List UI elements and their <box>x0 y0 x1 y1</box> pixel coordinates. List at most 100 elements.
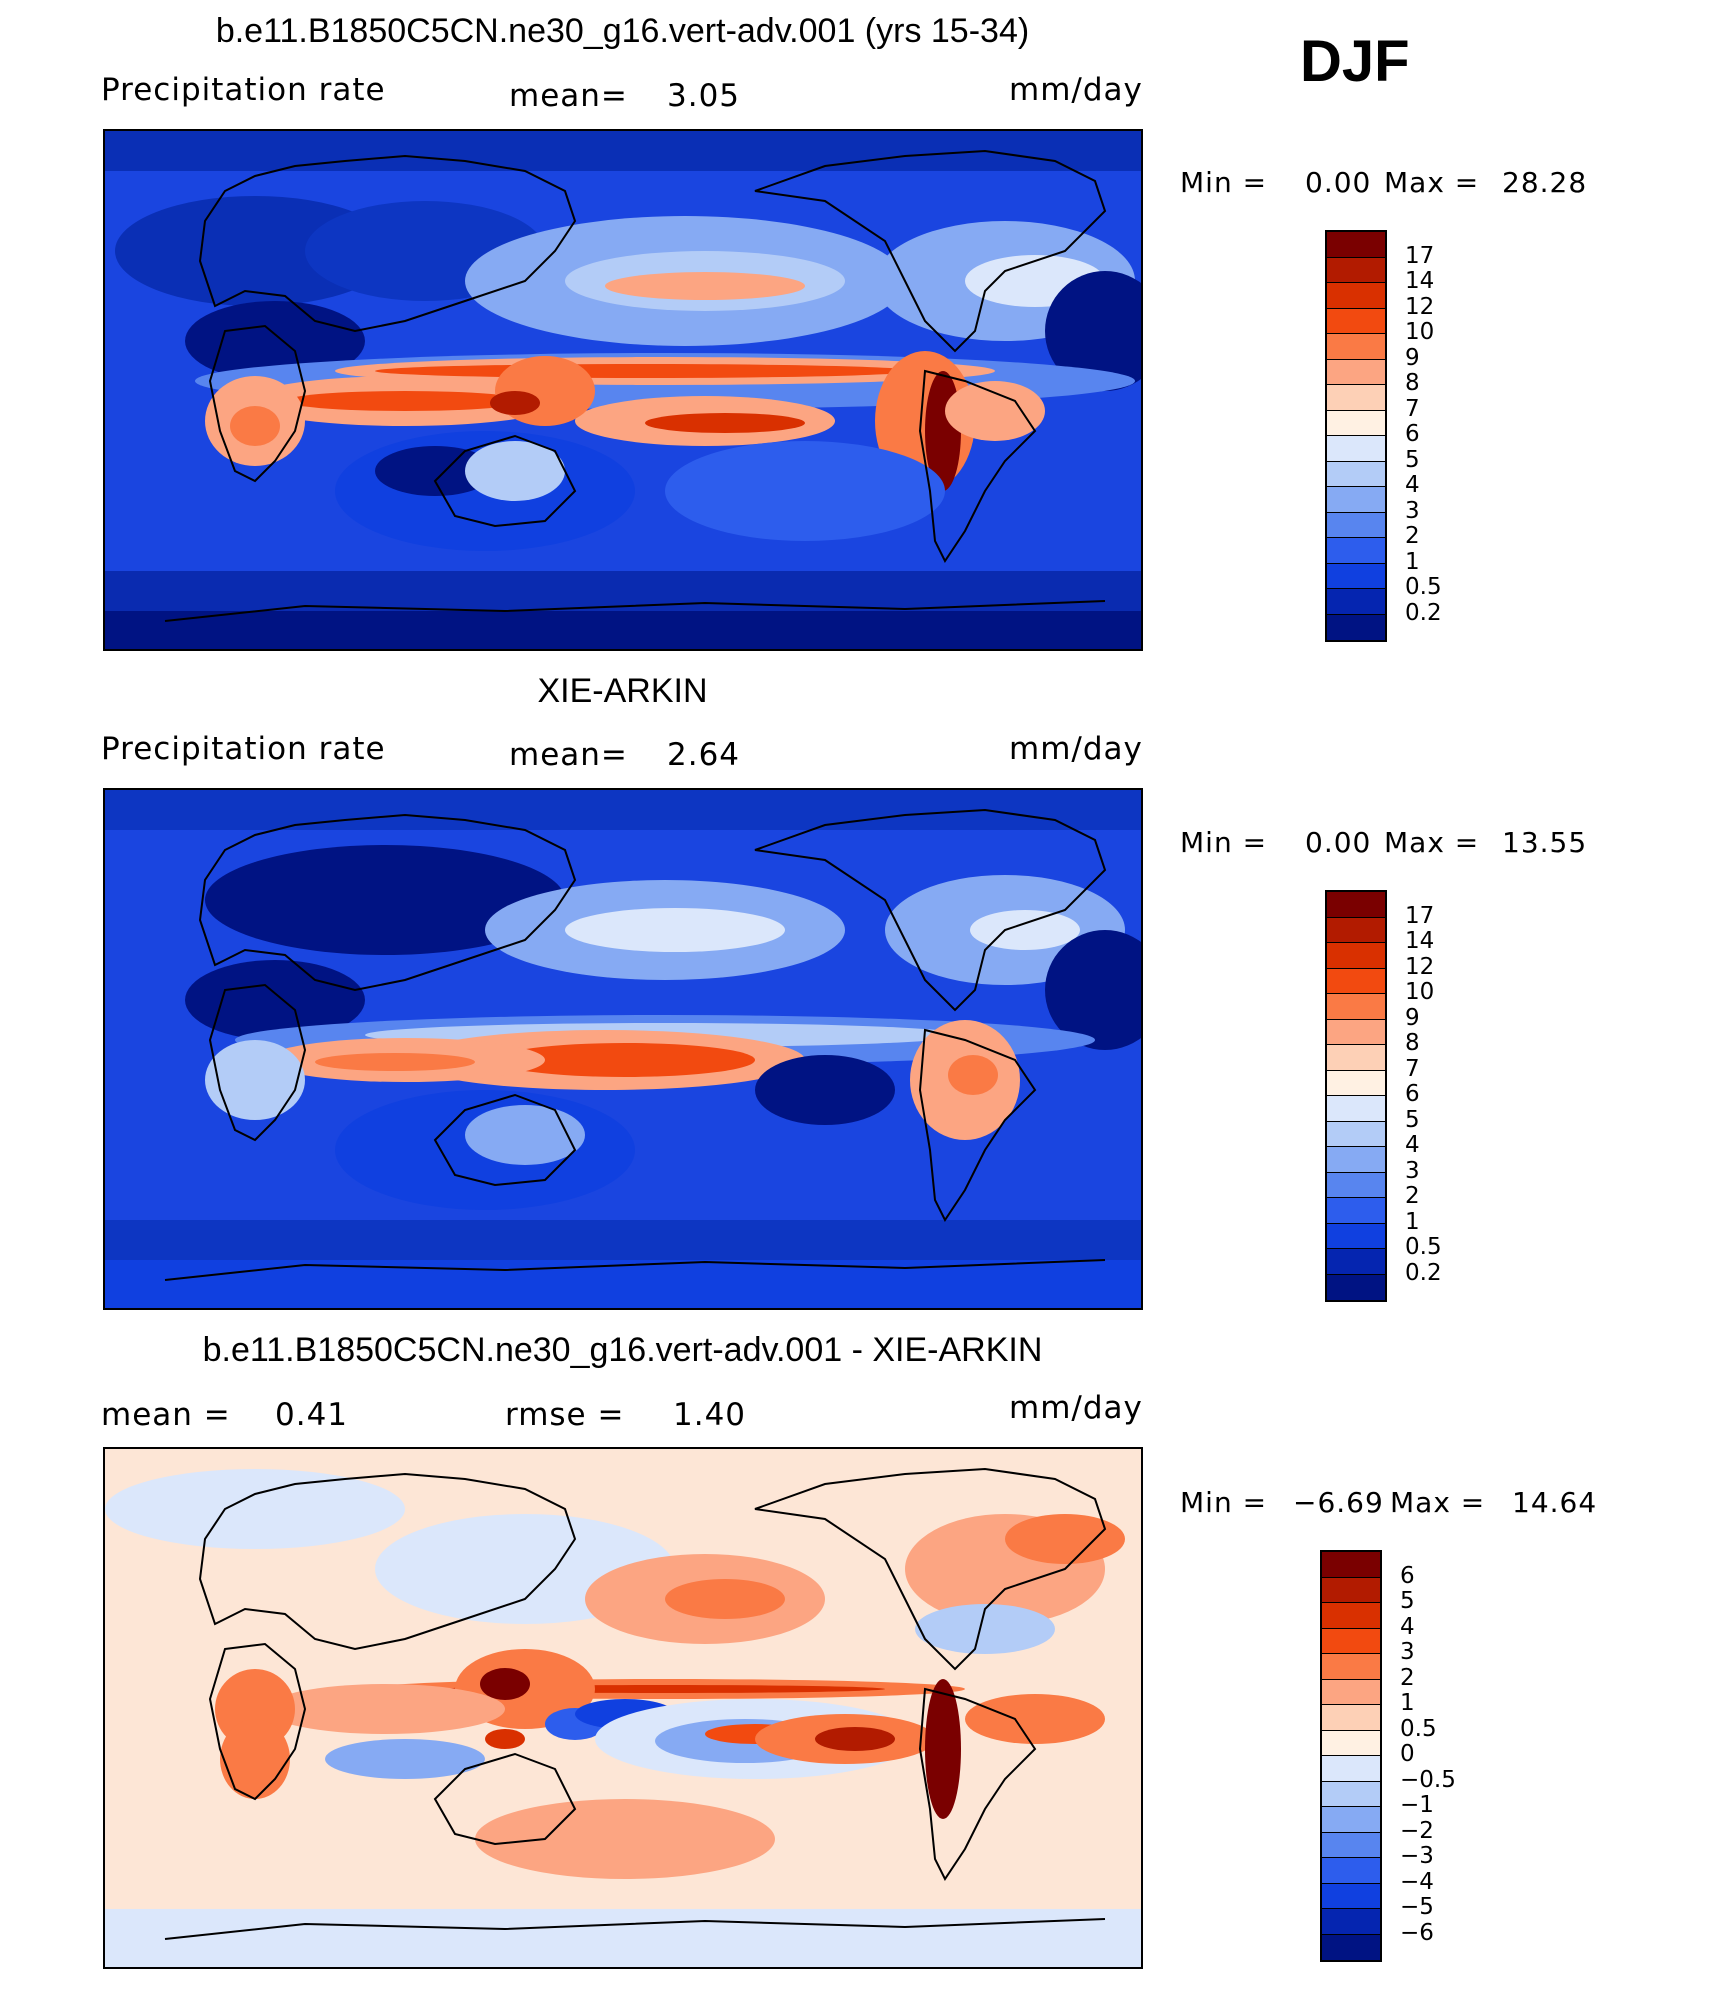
panel-1-colorbar-swatch <box>1327 308 1385 334</box>
panel-3-colorbar-swatch <box>1322 1807 1380 1833</box>
panel-1-colorbar-swatch <box>1327 410 1385 436</box>
panel-3-colorbar-swatch <box>1322 1577 1380 1603</box>
panel-3-colorbar-tick-label: −2 <box>1400 1817 1434 1844</box>
panel-2-colorbar-tick-label: 7 <box>1405 1055 1420 1082</box>
panel-3-colorbar-swatch <box>1322 1934 1380 1960</box>
panel-1-colorbar-swatch <box>1327 385 1385 411</box>
panel-1-colorbar-swatch <box>1327 614 1385 640</box>
panel-2-colorbar-tick-label: 9 <box>1405 1004 1420 1031</box>
panel-1-colorbar-swatch <box>1327 461 1385 487</box>
panel-2-min-label: Min = <box>1180 826 1268 859</box>
panel-2-colorbar-tick-label: 0.5 <box>1405 1234 1442 1260</box>
panel-2-colorbar-swatch <box>1327 943 1385 969</box>
panel-1-colorbar-tick-label: 1 <box>1405 548 1420 575</box>
panel-2-colorbar-tick-label: 3 <box>1405 1157 1420 1184</box>
panel-3-colorbar-tick-label: 3 <box>1400 1639 1415 1665</box>
panel-3-map <box>103 1447 1143 1969</box>
panel-3-min-label: Min = <box>1180 1486 1268 1519</box>
panel-1-title: b.e11.B1850C5CN.ne30_g16.vert-adv.001 (y… <box>215 12 1030 50</box>
panel-2-colorbar-labels: 17 14 12 10 9 8 7 6 5 4 3 2 1 0.5 0.2 <box>1405 890 1485 1302</box>
panel-2-colorbar-tick-label: 17 <box>1405 902 1435 929</box>
panel-3-colorbar-swatch <box>1322 1756 1380 1782</box>
panel-3-colorbar-tick-label: 6 <box>1400 1562 1415 1589</box>
panel-2-mean-label: mean= <box>509 737 628 773</box>
panel-2-colorbar-tick-label: 12 <box>1405 953 1435 980</box>
panel-3-colorbar-tick-label: −5 <box>1400 1894 1434 1920</box>
panel-3-rmse-value: 1.40 <box>673 1397 747 1433</box>
panel-1-colorbar-tick-label: 0.5 <box>1405 574 1442 600</box>
panel-1-colorbar-tick-label: 9 <box>1405 344 1420 371</box>
panel-1-colorbar-swatch <box>1327 334 1385 360</box>
panel-3-min-value: −6.69 <box>1293 1486 1384 1519</box>
panel-1-colorbar-swatch <box>1327 538 1385 564</box>
panel-1-colorbar-swatch <box>1327 232 1385 258</box>
panel-1-colorbar-tick-label: 10 <box>1405 319 1435 345</box>
panel-1-variable-label: Precipitation rate <box>101 72 386 108</box>
panel-1-colorbar-tick-label: 5 <box>1405 446 1420 473</box>
panel-1-min-label: Min = <box>1180 166 1268 199</box>
panel-2-colorbar-tick-label: 2 <box>1405 1183 1420 1209</box>
panel-2-colorbar-swatch <box>1327 1045 1385 1071</box>
panel-3-units: mm/day <box>1009 1390 1143 1426</box>
panel-2-colorbar-swatch <box>1327 1274 1385 1300</box>
panel-3-title: b.e11.B1850C5CN.ne30_g16.vert-adv.001 - … <box>202 1331 1043 1369</box>
panel-3-colorbar-labels: 6 5 4 3 2 1 0.5 0 −0.5 −1 −2 −3 −4 −5 −6 <box>1400 1550 1490 1962</box>
panel-2-colorbar-tick-label: 6 <box>1405 1081 1420 1107</box>
panel-3-colorbar-swatch <box>1322 1628 1380 1654</box>
panel-1-map <box>103 129 1143 651</box>
panel-3-colorbar-swatch <box>1322 1654 1380 1680</box>
panel-2-colorbar-swatch <box>1327 1147 1385 1173</box>
panel-3-colorbar-tick-label: 2 <box>1400 1664 1415 1691</box>
panel-2-variable-label: Precipitation rate <box>101 731 386 767</box>
panel-2-max-label: Max = <box>1384 826 1480 859</box>
panel-2-units: mm/day <box>1009 731 1143 767</box>
panel-2-colorbar-swatch <box>1327 892 1385 918</box>
panel-1-colorbar-swatch <box>1327 283 1385 309</box>
panel-2-colorbar-swatch <box>1327 1121 1385 1147</box>
panel-1-colorbar-tick-label: 7 <box>1405 395 1420 422</box>
panel-1-units: mm/day <box>1009 72 1143 108</box>
panel-1-max-label: Max = <box>1384 166 1480 199</box>
panel-3-rmse-label: rmse = <box>505 1397 625 1433</box>
panel-1-colorbar-tick-label: 4 <box>1405 472 1420 498</box>
panel-1-min-value: 0.00 <box>1305 166 1372 199</box>
panel-3-colorbar-tick-label: 1 <box>1400 1690 1415 1716</box>
panel-3-colorbar-tick-label: −4 <box>1400 1868 1434 1895</box>
panel-2-title: XIE-ARKIN <box>537 672 708 710</box>
panel-3-colorbar-swatch <box>1322 1832 1380 1858</box>
panel-1-colorbar-tick-label: 14 <box>1405 268 1435 294</box>
panel-2-colorbar-swatch <box>1327 1223 1385 1249</box>
panel-1-map-graphic <box>105 131 1141 649</box>
panel-3-max-value: 14.64 <box>1512 1486 1598 1519</box>
panel-2-colorbar-swatch <box>1327 994 1385 1020</box>
panel-3-colorbar-tick-label: 4 <box>1400 1613 1415 1640</box>
panel-1-colorbar-tick-label: 17 <box>1405 242 1435 269</box>
panel-3-colorbar-swatch <box>1322 1730 1380 1756</box>
panel-3-colorbar-swatch <box>1322 1679 1380 1705</box>
panel-2-colorbar-tick-label: 0.2 <box>1405 1259 1442 1286</box>
panel-3-colorbar-tick-label: 0.5 <box>1400 1715 1437 1742</box>
panel-3-colorbar-tick-label: −6 <box>1400 1919 1434 1946</box>
panel-2-min-value: 0.00 <box>1305 826 1372 859</box>
panel-2-colorbar-swatch <box>1327 968 1385 994</box>
panel-2-colorbar-swatch <box>1327 1019 1385 1045</box>
panel-3-colorbar-swatch <box>1322 1883 1380 1909</box>
panel-1-mean-value: 3.05 <box>667 78 741 114</box>
panel-3-mean-label: mean = <box>101 1397 231 1433</box>
panel-3-colorbar-swatch <box>1322 1781 1380 1807</box>
panel-3-colorbar-swatch <box>1322 1552 1380 1578</box>
panel-2-colorbar-tick-label: 10 <box>1405 979 1435 1005</box>
panel-3-mean-value: 0.41 <box>275 1397 349 1433</box>
panel-2-colorbar-tick-label: 8 <box>1405 1030 1420 1056</box>
panel-2-colorbar-tick-label: 4 <box>1405 1132 1420 1158</box>
season-label: DJF <box>1300 29 1410 94</box>
panel-2-colorbar-tick-label: 1 <box>1405 1208 1420 1235</box>
panel-2-colorbar-swatch <box>1327 1070 1385 1096</box>
panel-1-colorbar-swatch <box>1327 487 1385 513</box>
panel-2-colorbar-swatch <box>1327 1249 1385 1275</box>
panel-1-colorbar <box>1325 230 1387 642</box>
panel-3-colorbar-swatch <box>1322 1705 1380 1731</box>
panel-1-colorbar-swatch <box>1327 563 1385 589</box>
panel-1-colorbar-labels: 17 14 12 10 9 8 7 6 5 4 3 2 1 0.5 0.2 <box>1405 230 1485 642</box>
panel-2-map <box>103 788 1143 1310</box>
